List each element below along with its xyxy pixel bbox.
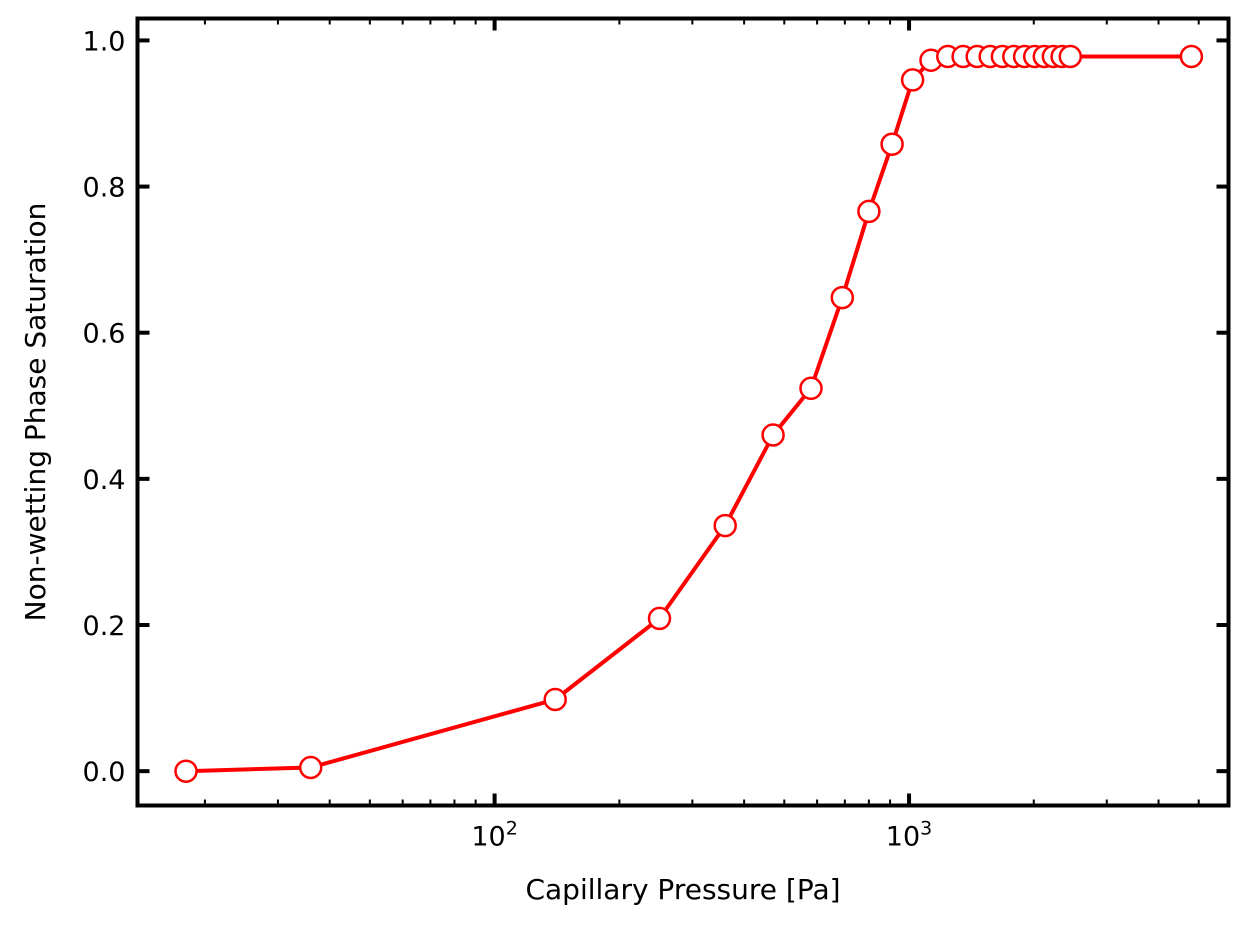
data-point-marker [174,759,198,783]
data-point-marker [880,132,904,156]
data-point-marker [761,423,785,447]
y-tick-label: 0.2 [83,611,126,642]
data-point-marker [1058,44,1083,69]
data-point-marker [799,376,823,401]
y-tick-label: 0.6 [83,319,126,350]
y-tick-label: 1.0 [83,26,126,57]
series-layer [174,44,1204,783]
y-tick-label: 0.8 [83,173,126,204]
data-point-marker [900,68,925,92]
tick-labels: 102 103 0.0 0.2 0.4 0.6 0.8 1.0 [83,26,933,852]
x-tick-label: 103 [886,818,932,853]
plot-frame [135,16,1231,808]
data-point-marker [647,606,672,631]
data-point-marker [830,285,855,310]
data-point-marker [1179,44,1204,69]
y-axis-label: Non-wetting Phase Saturation [19,203,52,622]
data-point-marker [713,513,737,538]
x-axis-label: Capillary Pressure [Pa] [525,873,840,906]
y-tick-label: 0.4 [83,465,126,496]
x-tick-label: 102 [471,818,517,853]
y-tick-label: 0.0 [83,757,126,788]
data-point-marker [543,687,567,712]
data-point-marker [857,199,881,224]
data-point-marker [298,755,323,780]
